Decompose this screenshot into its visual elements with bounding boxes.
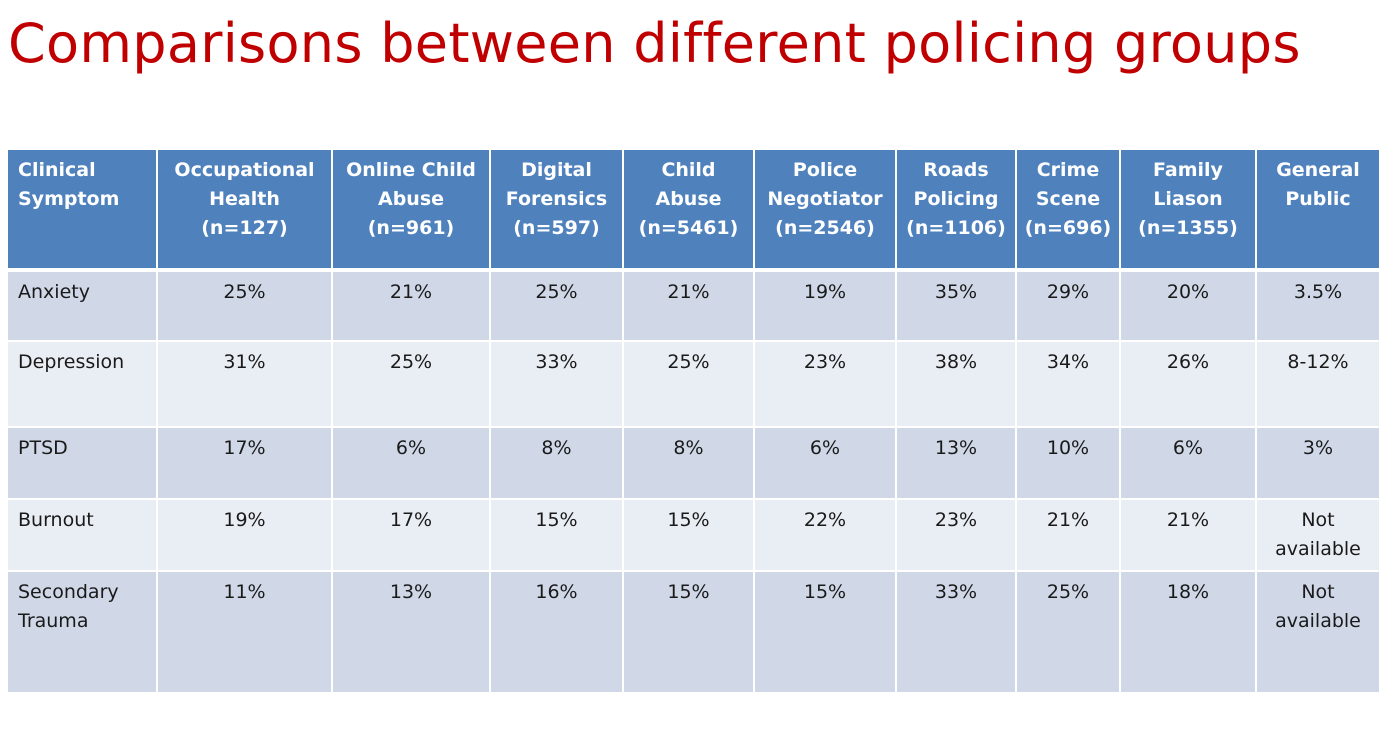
- table-cell: 3%: [1255, 426, 1381, 500]
- table-cell: 19%: [156, 498, 333, 572]
- row-label: Secondary Trauma: [6, 570, 158, 694]
- table-cell: 25%: [489, 269, 624, 342]
- column-header: Roads Policing (n=1106): [895, 148, 1017, 272]
- table-cell: 19%: [753, 269, 897, 342]
- table-cell: 15%: [622, 498, 755, 572]
- table-cell: 6%: [753, 426, 897, 500]
- table-row: PTSD 17% 6% 8% 8% 6% 13% 10% 6% 3%: [6, 426, 1381, 500]
- table-cell: 25%: [156, 269, 333, 342]
- table-cell: 23%: [895, 498, 1017, 572]
- row-label: Anxiety: [6, 269, 158, 342]
- row-label: PTSD: [6, 426, 158, 500]
- table-cell: 35%: [895, 269, 1017, 342]
- table-cell: 25%: [1015, 570, 1121, 694]
- comparison-table: Clinical Symptom Occupational Health (n=…: [6, 148, 1381, 694]
- page-title: Comparisons between different policing g…: [8, 12, 1301, 75]
- column-header: Occupational Health (n=127): [156, 148, 333, 272]
- table-cell: 10%: [1015, 426, 1121, 500]
- table-cell: 6%: [331, 426, 491, 500]
- column-header: Digital Forensics (n=597): [489, 148, 624, 272]
- table-row: Anxiety 25% 21% 25% 21% 19% 35% 29% 20% …: [6, 269, 1381, 342]
- table-cell: 8%: [489, 426, 624, 500]
- table-row: Depression 31% 25% 33% 25% 23% 38% 34% 2…: [6, 340, 1381, 428]
- column-header: General Public: [1255, 148, 1381, 272]
- table-cell: 3.5%: [1255, 269, 1381, 342]
- table-cell: 25%: [622, 340, 755, 428]
- row-label: Burnout: [6, 498, 158, 572]
- table-cell: 17%: [331, 498, 491, 572]
- table-cell: 13%: [331, 570, 491, 694]
- column-header: Child Abuse (n=5461): [622, 148, 755, 272]
- table-row: Secondary Trauma 11% 13% 16% 15% 15% 33%…: [6, 570, 1381, 694]
- column-header: Family Liason (n=1355): [1119, 148, 1257, 272]
- column-header: Clinical Symptom: [6, 148, 158, 272]
- table-cell: 8-12%: [1255, 340, 1381, 428]
- table-cell: 20%: [1119, 269, 1257, 342]
- table-cell: 17%: [156, 426, 333, 500]
- table-cell: 29%: [1015, 269, 1121, 342]
- table-cell: 22%: [753, 498, 897, 572]
- table-cell: 15%: [489, 498, 624, 572]
- table-cell: 25%: [331, 340, 491, 428]
- table-cell: 8%: [622, 426, 755, 500]
- column-header: Police Negotiator (n=2546): [753, 148, 897, 272]
- table-cell: 26%: [1119, 340, 1257, 428]
- table-cell: 33%: [895, 570, 1017, 694]
- table-row: Burnout 19% 17% 15% 15% 22% 23% 21% 21% …: [6, 498, 1381, 572]
- table-header-row: Clinical Symptom Occupational Health (n=…: [6, 148, 1381, 272]
- table-cell: 13%: [895, 426, 1017, 500]
- table-cell: 15%: [622, 570, 755, 694]
- table-cell: 21%: [331, 269, 491, 342]
- table-cell: Not available: [1255, 498, 1381, 572]
- table-cell: 21%: [1119, 498, 1257, 572]
- table-cell: 21%: [1015, 498, 1121, 572]
- table-cell: 34%: [1015, 340, 1121, 428]
- table-cell: 18%: [1119, 570, 1257, 694]
- table-cell: 15%: [753, 570, 897, 694]
- table-cell: 31%: [156, 340, 333, 428]
- table-cell: 6%: [1119, 426, 1257, 500]
- table-cell: Not available: [1255, 570, 1381, 694]
- column-header: Crime Scene (n=696): [1015, 148, 1121, 272]
- table-cell: 21%: [622, 269, 755, 342]
- table-cell: 16%: [489, 570, 624, 694]
- table-cell: 23%: [753, 340, 897, 428]
- column-header: Online Child Abuse (n=961): [331, 148, 491, 272]
- table-cell: 11%: [156, 570, 333, 694]
- table-cell: 38%: [895, 340, 1017, 428]
- table-cell: 33%: [489, 340, 624, 428]
- row-label: Depression: [6, 340, 158, 428]
